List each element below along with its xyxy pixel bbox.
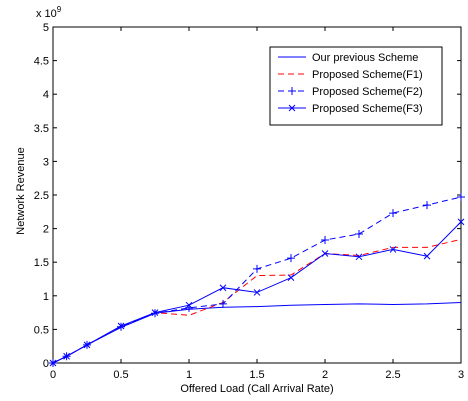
- legend-label: Proposed Scheme(F1): [312, 69, 423, 81]
- data-point: [423, 252, 431, 260]
- x-axis: 0 0.5 1 1.5 2 2.5 3: [50, 27, 464, 381]
- x-axis-label: Offered Load (Call Arrival Rate): [180, 383, 333, 395]
- legend-item: Proposed Scheme(F1): [278, 69, 423, 81]
- data-point: [423, 201, 431, 210]
- x-tick-label: 0: [50, 369, 56, 381]
- series-4: [49, 218, 465, 367]
- data-point: [117, 322, 125, 330]
- data-point: [321, 250, 329, 257]
- y-tick-label: 1.5: [34, 257, 49, 269]
- data-point: [287, 274, 295, 282]
- x-tick-label: 1: [186, 369, 192, 381]
- series-line: [52, 221, 462, 364]
- y-tick-label: 4: [43, 89, 49, 101]
- legend-item: Proposed Scheme(F3): [278, 103, 423, 115]
- data-point: [219, 284, 227, 292]
- data-point: [389, 246, 397, 253]
- legend-label: Proposed Scheme(F2): [312, 86, 423, 98]
- y-tick-label: 0: [43, 358, 49, 370]
- x-tick-label: 3: [458, 369, 464, 381]
- legend-label: Proposed Scheme(F3): [312, 103, 423, 115]
- data-point: [457, 218, 465, 226]
- y-axis: 0 0.5 1 1.5 2 2.5 3 3.5 4 4.5 5: [34, 22, 461, 370]
- data-point: [219, 299, 227, 308]
- y-tick-label: 3: [43, 156, 49, 168]
- data-point: [355, 253, 363, 261]
- legend-box: [269, 46, 443, 126]
- legend-item: Proposed Scheme(F2): [278, 86, 423, 98]
- x-tick-label: 0.5: [113, 369, 128, 381]
- x-tick-label: 1.5: [249, 369, 264, 381]
- legend-marker: [288, 104, 296, 112]
- y-tick-label: 0.5: [34, 324, 49, 336]
- data-point: [83, 341, 91, 349]
- legend-item: Our previous Scheme: [278, 52, 418, 64]
- legend: Our previous Scheme Proposed Scheme(F1) Pr…: [269, 46, 443, 126]
- y-tick-label: 2.5: [34, 190, 49, 202]
- data-point: [63, 352, 70, 360]
- x-tick-label: 2.5: [385, 369, 400, 381]
- y-tick-label: 2: [43, 224, 49, 236]
- data-point: [389, 209, 397, 218]
- data-point: [185, 301, 193, 309]
- x-tick-label: 2: [322, 369, 328, 381]
- y-tick-label: 1: [43, 291, 49, 303]
- y-tick-label: 4.5: [34, 56, 49, 68]
- data-point: [287, 254, 295, 263]
- data-point: [457, 193, 465, 202]
- y-axis-exponent-power: 9: [57, 5, 62, 14]
- legend-marker: [288, 87, 296, 95]
- data-point: [321, 236, 329, 245]
- legend-label: Our previous Scheme: [312, 52, 418, 64]
- data-point: [355, 229, 363, 238]
- y-axis-label: Network Revenue: [15, 147, 27, 234]
- y-tick-label: 5: [43, 22, 49, 34]
- data-point: [253, 264, 261, 273]
- data-point: [253, 289, 261, 296]
- series-layer: [49, 193, 465, 367]
- y-axis-exponent: x 109: [36, 5, 62, 20]
- data-point: [49, 359, 57, 367]
- data-point: [151, 309, 159, 316]
- y-tick-label: 3.5: [34, 123, 49, 135]
